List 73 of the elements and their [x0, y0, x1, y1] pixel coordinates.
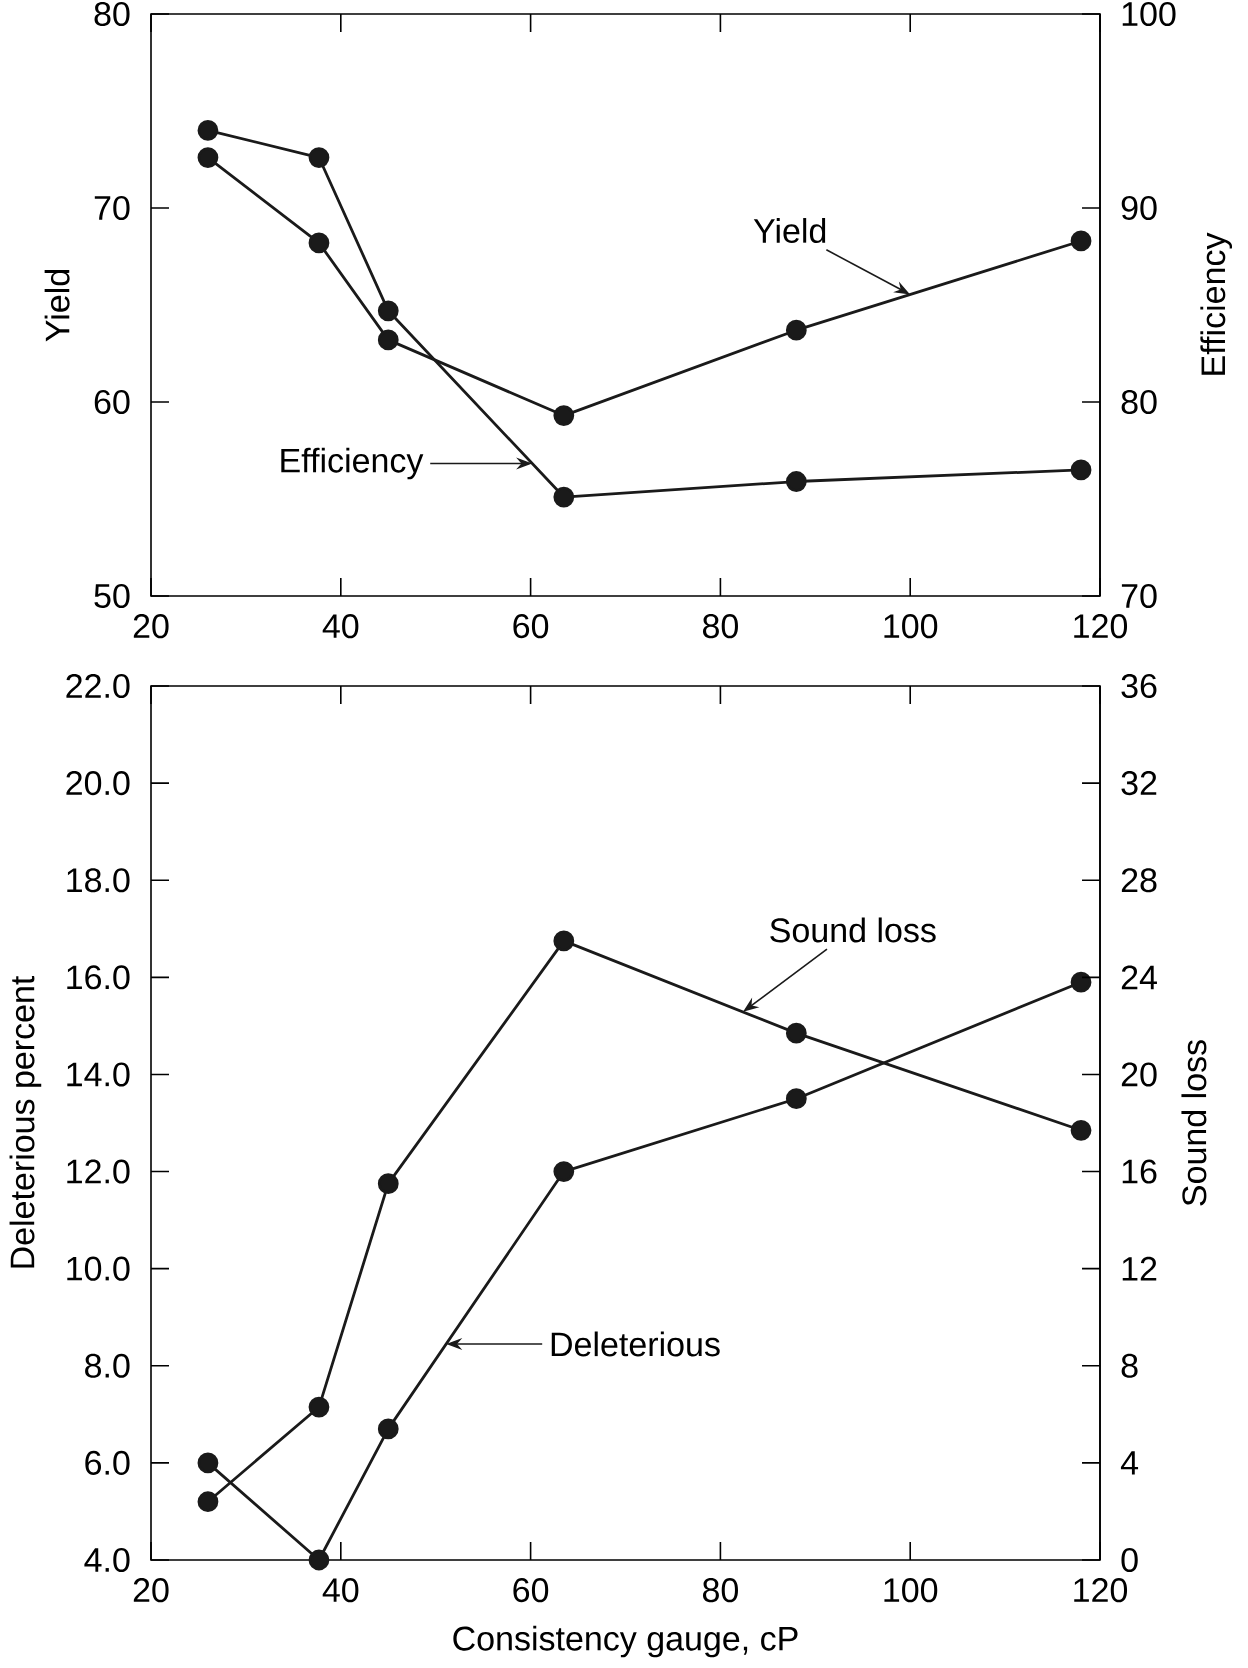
point: [197, 147, 219, 168]
y-tick-label: 10.0: [67, 1256, 130, 1281]
point: [377, 300, 399, 322]
x-tick-label: 120: [1074, 1578, 1128, 1603]
y2-tick-label: 16: [1122, 1159, 1157, 1184]
y2-tick-label: 20: [1121, 1062, 1157, 1087]
y2-tick-label: 12: [1122, 1256, 1157, 1281]
point: [553, 405, 575, 426]
y2-tick-label: 36: [1121, 673, 1157, 699]
point: [785, 1088, 807, 1110]
y-tick-label: 14.0: [67, 1062, 130, 1087]
x-tick-label: 60: [513, 614, 549, 639]
y2-tick-label: 24: [1121, 965, 1157, 990]
legend-label: Efficiency: [281, 447, 424, 480]
y2-tick-label: 8: [1121, 1353, 1138, 1378]
x-tick-label: 40: [322, 614, 359, 639]
y-tick-label: 50: [94, 583, 130, 609]
x-tick-label: 20: [133, 1578, 169, 1603]
point: [553, 486, 575, 508]
y-axis-title: Yield: [44, 270, 70, 342]
y-tick-label: 60: [94, 389, 130, 415]
x-tick-label: 100: [884, 614, 938, 639]
y2-tick-label: 80: [1121, 389, 1157, 415]
point: [308, 232, 330, 254]
y2-tick-label: 0: [1121, 1547, 1138, 1573]
point: [308, 1549, 330, 1571]
x-tick-label: 40: [322, 1578, 359, 1603]
point: [308, 1396, 330, 1418]
x-tick-label: 100: [884, 1578, 938, 1603]
point: [785, 319, 807, 341]
point: [377, 1418, 399, 1440]
x-tick-label: 80: [702, 614, 738, 639]
x-axis-title: Consistency gauge, cP: [453, 1625, 798, 1658]
point: [197, 1491, 219, 1513]
x-tick-label: 120: [1074, 614, 1128, 639]
point: [308, 147, 330, 168]
point: [553, 930, 575, 952]
point: [1070, 459, 1092, 481]
point: [1070, 230, 1092, 252]
y-tick-label: 70: [94, 195, 130, 221]
y2-tick-label: 28: [1121, 868, 1157, 893]
point: [377, 1173, 399, 1195]
point: [785, 1022, 807, 1044]
x-tick-label: 60: [513, 1578, 549, 1603]
x-tick-label: 20: [133, 614, 169, 639]
point: [197, 119, 219, 141]
y2-tick-label: 70: [1121, 583, 1157, 609]
x-tick-label: 80: [702, 1578, 738, 1603]
point: [1070, 971, 1092, 993]
point: [377, 329, 399, 351]
y2-tick-label: 4: [1120, 1451, 1139, 1475]
y-tick-label: 80: [94, 1, 130, 27]
y-tick-label: 8.0: [85, 1353, 130, 1378]
y2-axis-title: Sound loss: [1181, 1040, 1207, 1206]
y-tick-label: 20.0: [66, 771, 130, 796]
y2-tick-label: 32: [1121, 771, 1157, 796]
point: [1070, 1119, 1092, 1141]
text: Yield: [753, 218, 826, 243]
point: [553, 1161, 575, 1182]
y2-tick-label: 90: [1121, 195, 1157, 221]
y2-axis-title: Efficiency: [1200, 232, 1233, 375]
text: Sound loss: [770, 917, 936, 943]
y-tick-label: 6.0: [85, 1450, 130, 1475]
y-tick-label: 18.0: [67, 868, 130, 893]
y-tick-label: 16.0: [67, 965, 130, 990]
point: [197, 1452, 219, 1474]
point: [785, 471, 807, 492]
y2-tick-label: 100: [1122, 1, 1176, 27]
legend-label: Deleterious: [551, 1331, 720, 1357]
y-axis-title: Deleterious percent: [9, 975, 42, 1268]
y-tick-label: 22.0: [66, 673, 130, 699]
y-tick-label: 12.0: [67, 1159, 130, 1184]
y-tick-label: 4.0: [84, 1547, 130, 1573]
